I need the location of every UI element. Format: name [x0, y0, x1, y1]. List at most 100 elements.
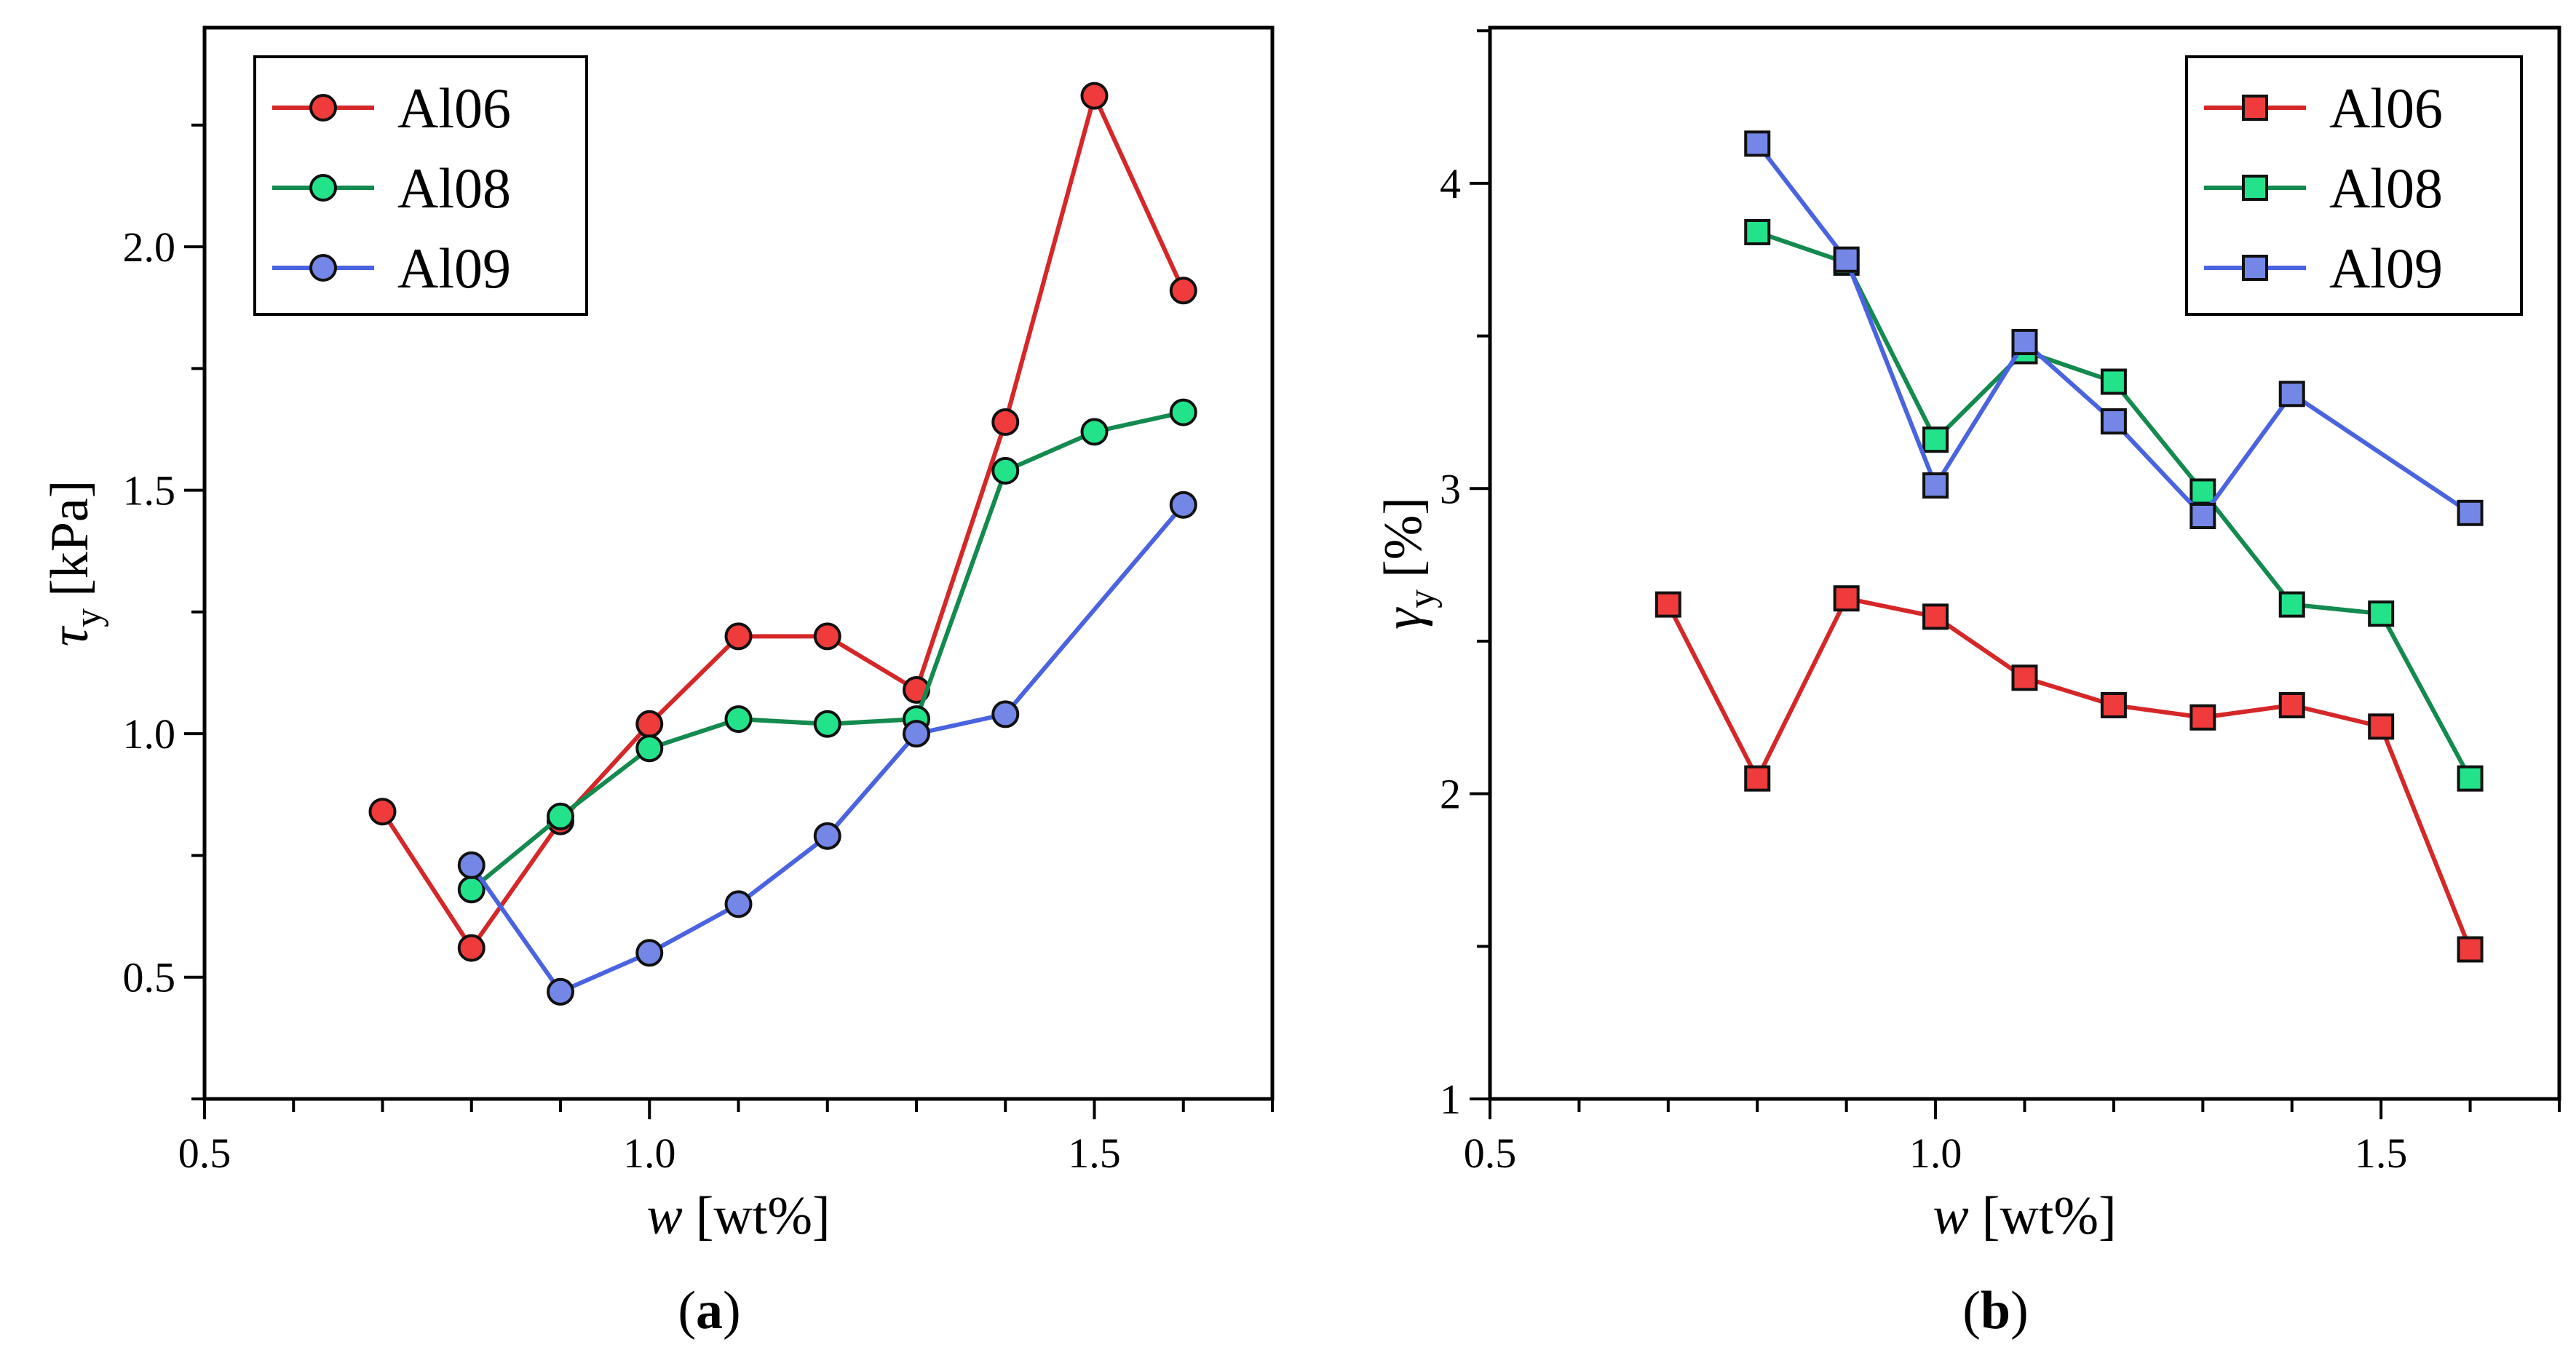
legend-marker: [309, 94, 337, 122]
y-axis-unit: [%]: [1374, 497, 1433, 578]
data-point: [1833, 585, 1860, 612]
x-axis-variable: w: [646, 1186, 682, 1246]
y-axis-unit: [kPa]: [40, 480, 100, 597]
data-point: [2457, 765, 2484, 792]
x-tick-label: 0.5: [178, 1129, 231, 1177]
x-axis-unit: [wt%]: [1982, 1186, 2117, 1246]
data-point: [991, 700, 1020, 728]
series-line: [380, 93, 1186, 950]
legend-entry: Al09: [272, 237, 511, 300]
x-axis-label: w [wt%]: [1933, 1186, 2116, 1246]
series-line: [1666, 596, 2473, 950]
data-point: [1922, 603, 1949, 630]
data-point: [1169, 491, 1197, 519]
x-axis-label: w [wt%]: [646, 1186, 830, 1246]
data-point: [1654, 591, 1681, 618]
legend-entry: Al08: [272, 156, 511, 220]
data-point: [724, 890, 753, 918]
data-point: [2457, 499, 2484, 526]
y-tick-label: 2.0: [123, 223, 176, 271]
panel-label-letter: a: [696, 1281, 723, 1341]
data-point: [813, 622, 841, 651]
data-point: [724, 622, 753, 651]
data-point: [2189, 502, 2216, 529]
data-point: [813, 710, 841, 738]
data-point: [2011, 328, 2038, 355]
legend-marker: [2242, 175, 2268, 201]
panel-label: (b): [1962, 1281, 2028, 1341]
x-tick-label: 1.5: [2355, 1129, 2408, 1177]
data-point: [635, 734, 664, 763]
series-al09: [1744, 130, 2484, 529]
x-tick-label: 1.0: [1909, 1129, 1962, 1177]
data-point: [1169, 398, 1197, 426]
data-point: [903, 720, 930, 748]
panel-label-letter: b: [1981, 1281, 2010, 1341]
data-point: [547, 977, 574, 1006]
x-tick-label: 0.5: [1464, 1129, 1517, 1177]
legend-label: Al08: [397, 156, 511, 220]
y-tick-label: 2: [1440, 771, 1461, 818]
data-point: [1922, 472, 1949, 499]
y-axis-subscript: y: [68, 608, 109, 627]
legend-entry: Al06: [2204, 76, 2443, 140]
legend-label: Al09: [2329, 237, 2443, 300]
legend-label: Al06: [2329, 76, 2443, 140]
data-point: [1169, 277, 1197, 305]
y-tick-label: 3: [1440, 465, 1461, 512]
panel-label-open: (: [678, 1281, 696, 1341]
legend-marker: [2242, 255, 2268, 281]
data-point: [2368, 713, 2395, 740]
x-axis-unit: [wt%]: [696, 1186, 831, 1246]
series-line: [469, 410, 1184, 892]
data-point: [991, 456, 1020, 485]
series-line: [469, 503, 1186, 994]
panel-label-close: ): [723, 1281, 741, 1341]
data-point: [991, 408, 1020, 436]
legend-entry: Al06: [272, 76, 511, 140]
data-point: [1744, 765, 1771, 792]
y-axis-label: γy [%]: [1374, 497, 1443, 630]
legend-marker: [309, 254, 337, 282]
data-point: [2278, 692, 2305, 719]
legend: Al06 Al08 Al09: [2185, 55, 2523, 316]
data-point: [1744, 218, 1771, 245]
series-al09: [457, 491, 1197, 1006]
data-point: [635, 939, 664, 967]
data-point: [2100, 692, 2127, 719]
data-point: [2457, 936, 2484, 963]
data-point: [547, 802, 574, 830]
y-tick-label: 1: [1440, 1076, 1461, 1123]
legend: Al06 Al08 Al09: [253, 55, 588, 316]
legend-marker: [2242, 95, 2268, 121]
x-axis-variable: w: [1933, 1186, 1968, 1246]
panel-label-open: (: [1962, 1281, 1981, 1341]
legend-label: Al08: [2329, 156, 2443, 220]
data-point: [2011, 664, 2038, 691]
y-axis-symbol: γ: [1374, 607, 1433, 630]
legend-entry: Al09: [2204, 237, 2443, 300]
data-point: [1833, 246, 1860, 273]
legend-marker: [309, 174, 337, 202]
data-point: [2368, 600, 2395, 627]
data-point: [2278, 591, 2305, 618]
panel-a: 0.5 1.0 1.50.51.01.52.0w [wt%]τy[kPa]Al06Al…: [40, 25, 1275, 1341]
panel-label-close: ): [2010, 1281, 2029, 1341]
series-line: [1755, 142, 2472, 518]
y-tick-label: 1.5: [123, 467, 176, 515]
series-al08: [457, 398, 1197, 904]
panel-label: (a): [678, 1281, 740, 1341]
legend-label: Al09: [397, 237, 511, 300]
data-point: [368, 798, 397, 826]
data-point: [2278, 381, 2305, 408]
y-tick-label: 0.5: [123, 954, 176, 1001]
data-point: [2100, 368, 2127, 395]
x-tick-label: 1.0: [623, 1129, 676, 1177]
data-point: [813, 822, 841, 850]
series-al06: [1654, 585, 2484, 963]
data-point: [724, 705, 753, 734]
panel-b: 0.5 1.0 1.5 1 2 3 4 w [wt%] γy [%] Al06 Al08 Al09 (b): [1374, 25, 2561, 1341]
data-point: [1744, 130, 1771, 157]
data-point: [457, 934, 486, 962]
